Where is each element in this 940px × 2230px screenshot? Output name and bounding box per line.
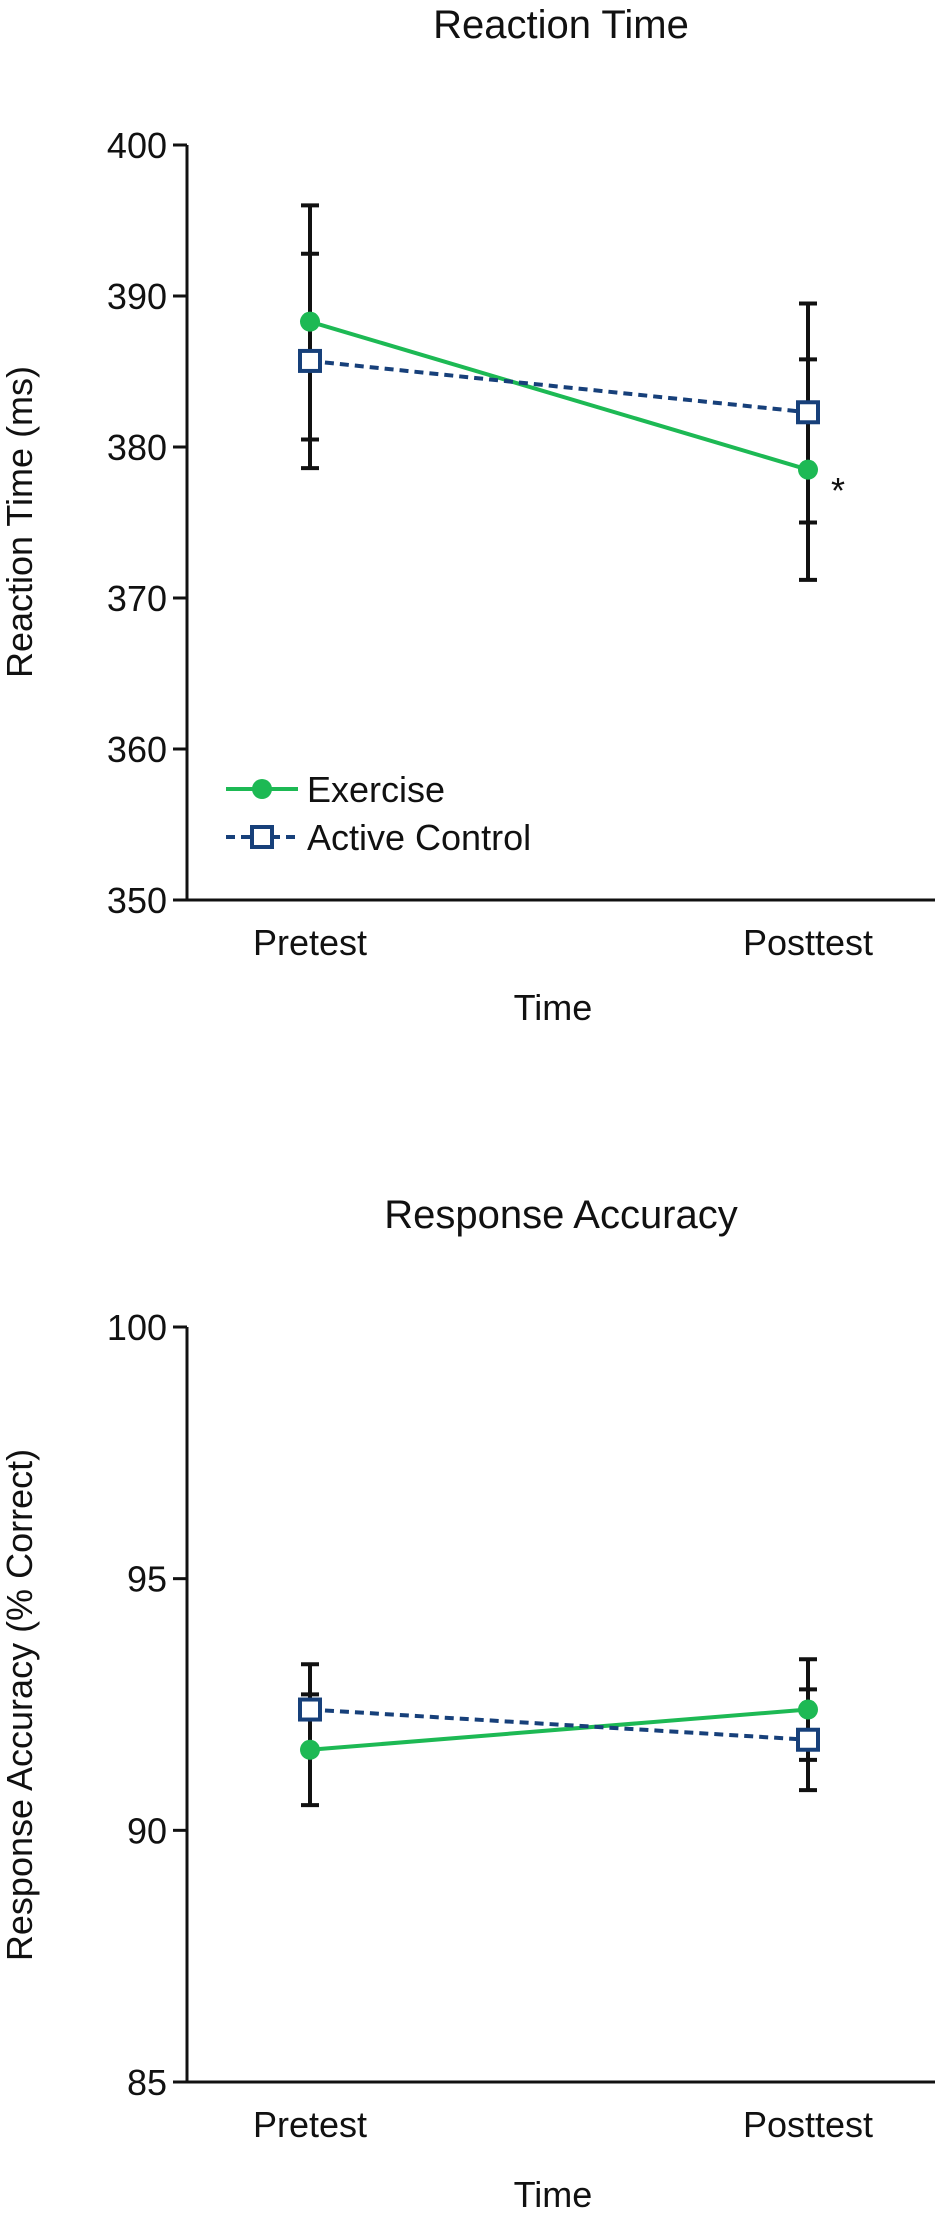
reaction-time-series bbox=[298, 203, 820, 582]
legend-exercise-label: Exercise bbox=[307, 769, 445, 810]
reaction-time-annotations: * bbox=[831, 470, 845, 511]
response-accuracy-chart: Response Accuracy Response Accuracy (% C… bbox=[0, 1193, 935, 2215]
reaction-time-x-tick-label: Pretest bbox=[253, 922, 367, 963]
reaction-time-y-tick-label: 390 bbox=[107, 276, 167, 317]
response-accuracy-x-axis-label: Time bbox=[514, 2174, 593, 2215]
response-accuracy-y-tick-label: 85 bbox=[127, 2062, 167, 2103]
exercise-series-line bbox=[309, 1707, 809, 1752]
response-accuracy-y-axis-label: Response Accuracy (% Correct) bbox=[0, 1449, 40, 1961]
response-accuracy-x-tick-label: Pretest bbox=[253, 2104, 367, 2145]
response-accuracy-x-ticks: Pretest Posttest bbox=[253, 2104, 873, 2145]
exercise-series-line bbox=[309, 319, 809, 472]
exercise-point bbox=[798, 459, 818, 480]
response-accuracy-y-tick-label: 100 bbox=[107, 1307, 167, 1348]
reaction-time-y-ticks: 350 360 370 380 390 400 bbox=[107, 125, 187, 921]
reaction-time-x-tick-label: Posttest bbox=[743, 922, 873, 963]
response-accuracy-title: Response Accuracy bbox=[384, 1193, 738, 1237]
response-accuracy-series bbox=[298, 1657, 820, 1808]
active-control-series-line bbox=[309, 1707, 809, 1742]
active-control-point bbox=[298, 1697, 322, 1722]
response-accuracy-y-tick-label: 90 bbox=[127, 1810, 167, 1851]
active-control-point bbox=[796, 1727, 820, 1752]
exercise-point bbox=[300, 1739, 320, 1760]
response-accuracy-y-tick-label: 95 bbox=[127, 1559, 167, 1600]
reaction-time-legend: Exercise Active Control bbox=[226, 769, 531, 858]
response-accuracy-x-tick-label: Posttest bbox=[743, 2104, 873, 2145]
reaction-time-x-ticks: Pretest Posttest bbox=[253, 922, 873, 963]
reaction-time-y-tick-label: 360 bbox=[107, 729, 167, 770]
significance-asterisk: * bbox=[831, 470, 845, 511]
exercise-point bbox=[300, 311, 320, 332]
reaction-time-x-axis-label: Time bbox=[514, 987, 593, 1028]
legend-active-control-marker bbox=[250, 825, 274, 849]
legend-exercise-marker bbox=[252, 779, 272, 799]
response-accuracy-y-ticks: 85 90 95 100 bbox=[107, 1307, 187, 2103]
reaction-time-title: Reaction Time bbox=[433, 3, 689, 47]
reaction-time-chart: Reaction Time Reaction Time (ms) Time 35… bbox=[0, 3, 935, 1028]
active-control-point bbox=[298, 348, 322, 373]
legend-active-control-label: Active Control bbox=[307, 817, 531, 858]
reaction-time-y-tick-label: 380 bbox=[107, 427, 167, 468]
reaction-time-y-axis-label: Reaction Time (ms) bbox=[0, 366, 40, 678]
exercise-point bbox=[798, 1699, 818, 1720]
active-control-series-line bbox=[309, 358, 809, 415]
reaction-time-y-tick-label: 350 bbox=[107, 880, 167, 921]
reaction-time-y-tick-label: 370 bbox=[107, 578, 167, 619]
reaction-time-y-tick-label: 400 bbox=[107, 125, 167, 166]
active-control-point bbox=[796, 400, 820, 425]
